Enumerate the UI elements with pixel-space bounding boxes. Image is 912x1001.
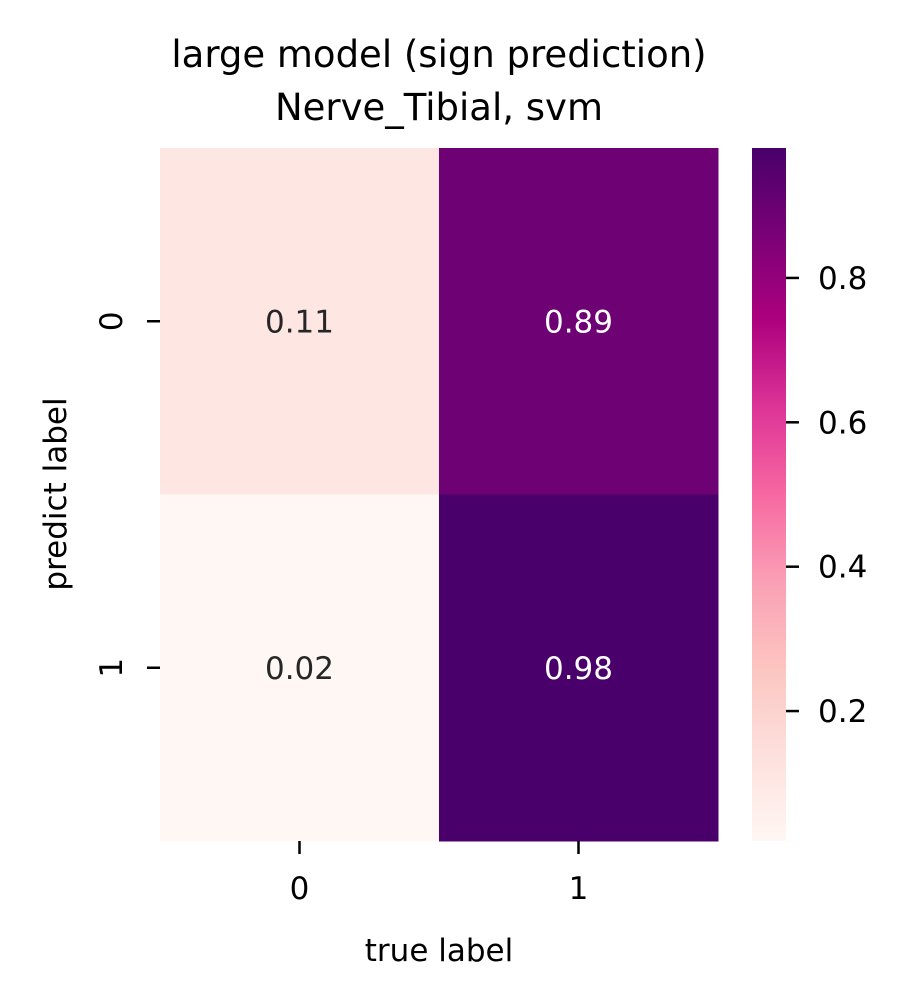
y-axis-label: predict label [38, 397, 74, 590]
cell-value-label-r0-c0: 0.11 [265, 304, 334, 340]
x-tick-label-0: 0 [290, 871, 310, 907]
x-tick-label-1: 1 [569, 871, 589, 907]
heatmap-cell-r0-c1 [439, 148, 719, 495]
cell-value-label-r1-c0: 0.02 [265, 651, 334, 687]
cell-value-label-r0-c1: 0.89 [544, 304, 613, 340]
y-tick-label-0: 0 [94, 311, 130, 331]
y-axis: 01 [94, 311, 160, 678]
colorbar-tick-label-1: 0.4 [818, 550, 867, 586]
heatmap-cells [160, 148, 719, 842]
colorbar-tick-label-0: 0.2 [818, 694, 867, 730]
y-tick-label-1: 1 [94, 658, 130, 678]
colorbar-tick-label-2: 0.6 [818, 405, 867, 441]
chart-title-line-1: large model (sign prediction) [171, 33, 706, 76]
heatmap-cell-r0-c0 [160, 148, 440, 495]
heatmap-cell-r1-c1 [439, 494, 719, 842]
colorbar [752, 148, 786, 841]
colorbar-tick-label-3: 0.8 [818, 261, 867, 297]
colorbar-ticks: 0.2 0.4 0.6 0.8 [786, 261, 867, 730]
heatmap-cell-labels: 0.11 0.89 0.02 0.98 [265, 304, 613, 687]
heatmap-cell-r1-c0 [160, 494, 440, 842]
cell-value-label-r1-c1: 0.98 [544, 651, 613, 687]
chart-title-line-2: Nerve_Tibial, svm [275, 86, 603, 129]
x-axis-label: true label [365, 933, 513, 969]
